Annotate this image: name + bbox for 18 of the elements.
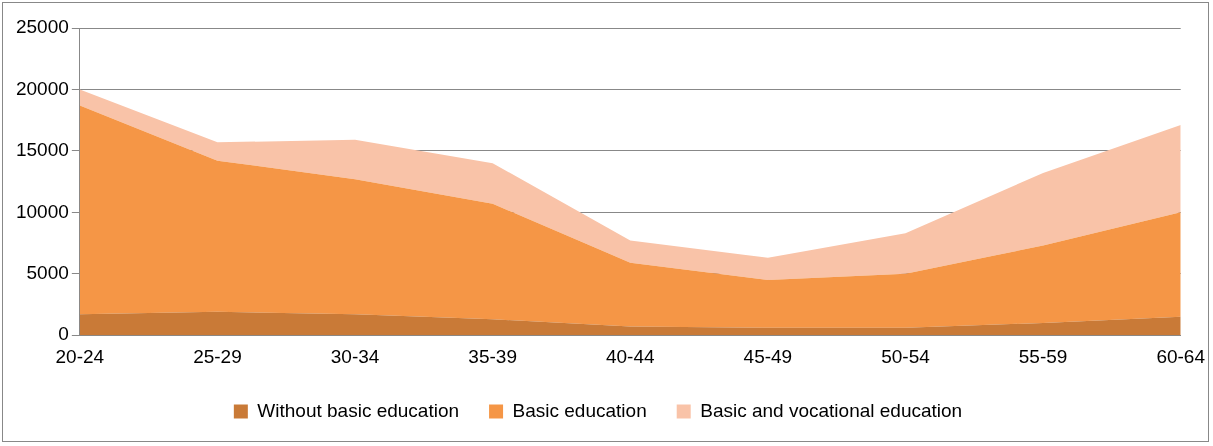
y-tick-label: 20000 xyxy=(15,77,69,99)
y-tick-label: 0 xyxy=(58,323,69,345)
x-tick-label: 30-34 xyxy=(330,345,380,367)
x-tick-label: 60-64 xyxy=(1156,345,1206,367)
x-tick-label: 25-29 xyxy=(193,345,242,367)
x-tick-label: 55-59 xyxy=(1018,345,1068,367)
legend-label: Without basic education xyxy=(257,399,460,421)
x-tick-label: 40-44 xyxy=(605,345,655,367)
y-tick-label: 25000 xyxy=(15,16,69,38)
x-tick-label: 45-49 xyxy=(743,345,793,367)
y-tick-label: 10000 xyxy=(15,200,69,222)
x-tick-label: 50-54 xyxy=(881,345,931,367)
x-tick-label: 20-24 xyxy=(55,345,105,367)
legend-label: Basic and vocational education xyxy=(700,399,963,421)
x-tick-label: 35-39 xyxy=(468,345,517,367)
y-tick-label: 5000 xyxy=(26,261,69,283)
y-tick-label: 15000 xyxy=(15,139,69,161)
legend-label: Basic education xyxy=(512,399,647,421)
